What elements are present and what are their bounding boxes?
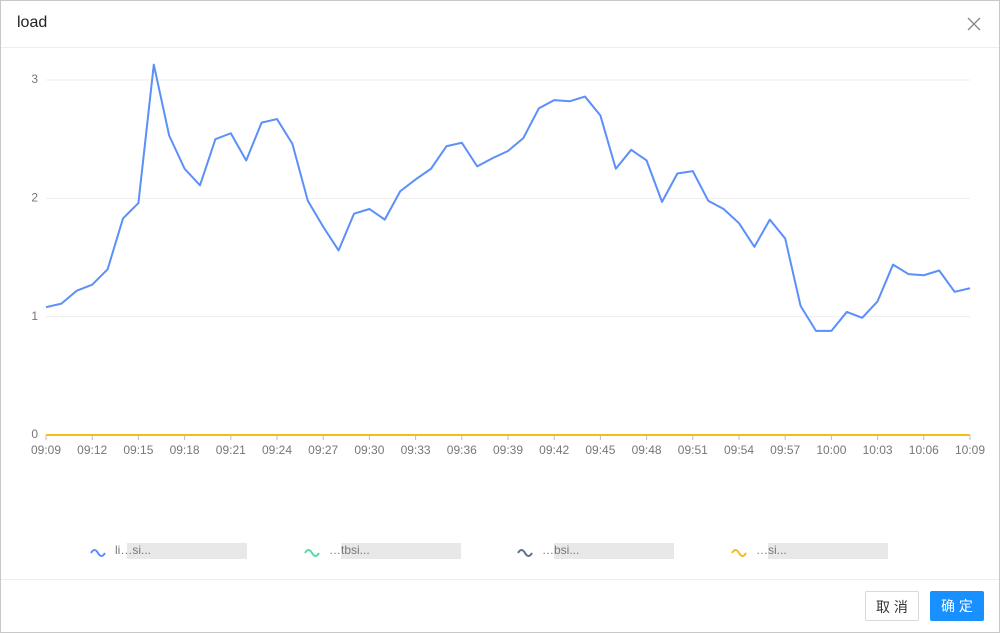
x-tick-label: 09:39: [493, 443, 523, 457]
x-tick-label: 09:30: [354, 443, 384, 457]
close-button[interactable]: [967, 17, 981, 31]
legend-label: …bsi...: [542, 543, 579, 557]
legend-icon: [304, 549, 320, 557]
ok-button[interactable]: 确 定: [930, 591, 984, 621]
legend-redaction: [554, 543, 674, 559]
dialog-title: load: [17, 14, 48, 31]
series-line: [45, 63, 971, 332]
x-tick-label: 09:57: [770, 443, 800, 457]
x-tick-label: 10:06: [909, 443, 939, 457]
legend-redaction: [768, 543, 888, 559]
y-tick-label: 2: [31, 191, 38, 205]
y-tick-label: 3: [31, 72, 38, 86]
x-tick-label: 09:42: [539, 443, 569, 457]
dialog-footer: 取 消 确 定: [1, 579, 999, 633]
x-tick-label: 09:45: [585, 443, 615, 457]
x-tick-label: 09:15: [123, 443, 153, 457]
x-tick-label: 09:48: [632, 443, 662, 457]
x-tick-label: 10:09: [955, 443, 985, 457]
x-tick-label: 10:03: [863, 443, 893, 457]
x-tick-label: 09:51: [678, 443, 708, 457]
legend-label: …tbsi...: [329, 543, 370, 557]
legend-icon: [731, 549, 747, 557]
legend-item[interactable]: …bsi...: [517, 543, 674, 559]
x-tick-label: 09:54: [724, 443, 754, 457]
legend-label: …si...: [756, 543, 787, 557]
legend-label: li…si...: [115, 543, 151, 557]
x-tick-label: 09:21: [216, 443, 246, 457]
cancel-button[interactable]: 取 消: [865, 591, 919, 621]
x-tick-label: 09:09: [31, 443, 61, 457]
legend-icon: [90, 549, 106, 557]
x-tick-label: 09:12: [77, 443, 107, 457]
x-tick-label: 09:36: [447, 443, 477, 457]
x-tick-label: 09:24: [262, 443, 292, 457]
chart: 0 1 2 3 09:09 09:12 09:15 09:18 09:21 09:24 09:27 0…: [31, 63, 985, 559]
y-tick-label: 1: [31, 309, 38, 323]
legend-item[interactable]: …si...: [731, 543, 888, 559]
dialog-header: load: [1, 1, 999, 48]
y-tick-label: 0: [31, 427, 38, 441]
legend-redaction: [341, 543, 461, 559]
legend-icon: [517, 549, 533, 557]
legend-redaction: [127, 543, 247, 559]
legend-item[interactable]: …tbsi...: [304, 543, 461, 559]
x-tick-label: 09:27: [308, 443, 338, 457]
legend-item[interactable]: li…si...: [90, 543, 247, 559]
x-tick-label: 09:18: [170, 443, 200, 457]
x-tick-label: 10:00: [816, 443, 846, 457]
x-tick-label: 09:33: [401, 443, 431, 457]
